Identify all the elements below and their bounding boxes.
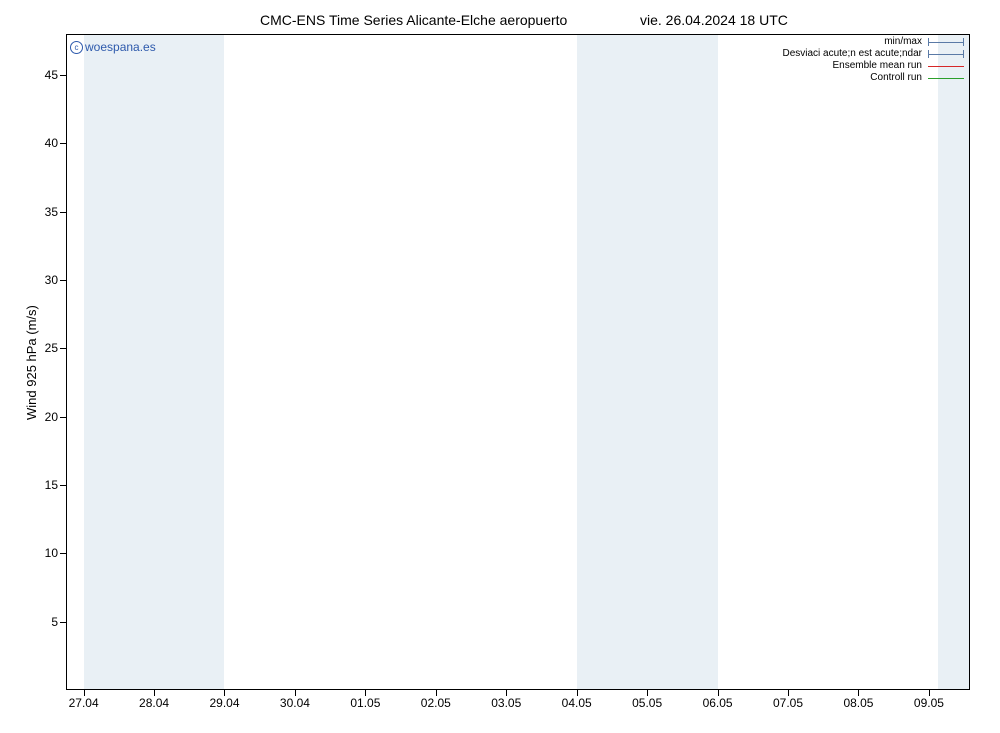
y-tick-label: 30: [45, 273, 58, 287]
x-tick-label: 01.05: [350, 696, 380, 710]
legend-label: Controll run: [870, 72, 922, 84]
legend-item: min/max: [782, 36, 964, 48]
legend-item: Controll run: [782, 72, 964, 84]
y-tick-mark: [60, 417, 66, 418]
y-tick-mark: [60, 622, 66, 623]
x-tick-label: 03.05: [491, 696, 521, 710]
watermark: cwoespana.es: [70, 40, 156, 54]
axis-border: [969, 34, 970, 690]
y-tick-mark: [60, 75, 66, 76]
weekend-band: [577, 34, 718, 690]
y-tick-mark: [60, 280, 66, 281]
y-tick-label: 35: [45, 205, 58, 219]
y-tick-mark: [60, 212, 66, 213]
y-tick-label: 15: [45, 478, 58, 492]
chart-title-left: CMC-ENS Time Series Alicante-Elche aerop…: [260, 12, 567, 28]
y-tick-label: 10: [45, 546, 58, 560]
right-pad-band: [938, 34, 970, 690]
legend-label: min/max: [884, 36, 922, 48]
y-tick-label: 25: [45, 341, 58, 355]
y-tick-mark: [60, 348, 66, 349]
legend-swatch: [928, 73, 964, 83]
y-tick-mark: [60, 143, 66, 144]
x-tick-label: 06.05: [703, 696, 733, 710]
y-tick-mark: [60, 553, 66, 554]
legend-item: Ensemble mean run: [782, 60, 964, 72]
x-tick-label: 29.04: [209, 696, 239, 710]
chart-title-right: vie. 26.04.2024 18 UTC: [640, 12, 788, 28]
y-axis-title: Wind 925 hPa (m/s): [24, 305, 39, 420]
watermark-text: woespana.es: [85, 40, 156, 54]
legend: min/maxDesviaci acute;n est acute;ndarEn…: [782, 36, 964, 84]
legend-swatch: [928, 37, 964, 47]
x-tick-label: 30.04: [280, 696, 310, 710]
weekend-band: [84, 34, 225, 690]
axis-border: [66, 34, 970, 35]
y-tick-label: 20: [45, 410, 58, 424]
chart-container: CMC-ENS Time Series Alicante-Elche aerop…: [0, 0, 1000, 733]
legend-swatch: [928, 49, 964, 59]
x-tick-label: 28.04: [139, 696, 169, 710]
plot-area: 5101520253035404527.0428.0429.0430.0401.…: [66, 34, 970, 690]
y-tick-label: 45: [45, 68, 58, 82]
x-tick-label: 07.05: [773, 696, 803, 710]
legend-swatch: [928, 61, 964, 71]
x-tick-label: 09.05: [914, 696, 944, 710]
copyright-icon: c: [70, 41, 83, 54]
y-tick-label: 5: [51, 615, 58, 629]
axis-border: [66, 689, 970, 690]
x-tick-label: 08.05: [843, 696, 873, 710]
axis-border: [66, 34, 67, 690]
y-tick-mark: [60, 485, 66, 486]
y-tick-label: 40: [45, 136, 58, 150]
legend-label: Desviaci acute;n est acute;ndar: [782, 48, 922, 60]
legend-item: Desviaci acute;n est acute;ndar: [782, 48, 964, 60]
x-tick-label: 05.05: [632, 696, 662, 710]
x-tick-label: 04.05: [562, 696, 592, 710]
legend-label: Ensemble mean run: [833, 60, 923, 72]
x-tick-label: 27.04: [69, 696, 99, 710]
x-tick-label: 02.05: [421, 696, 451, 710]
